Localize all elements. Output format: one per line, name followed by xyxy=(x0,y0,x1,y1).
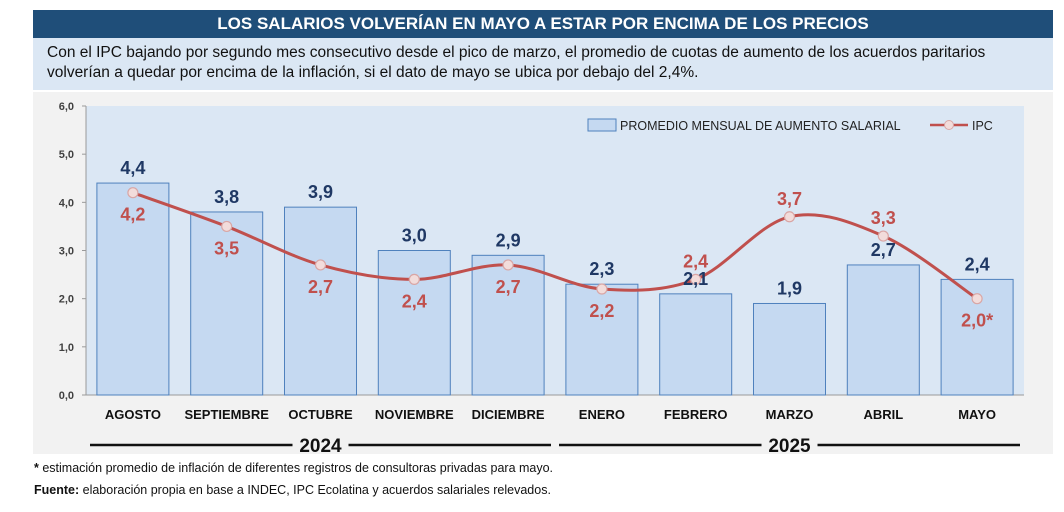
ipc-value-label: 2,7 xyxy=(308,277,333,297)
bar xyxy=(96,182,170,396)
bar xyxy=(846,264,920,396)
y-tick-label: 0,0 xyxy=(59,390,74,402)
x-category-label: FEBRERO xyxy=(664,407,728,422)
chart-subtitle: Con el IPC bajando por segundo mes conse… xyxy=(33,38,1053,90)
footnote-source-label: Fuente: xyxy=(34,483,80,497)
bar-value-label: 2,9 xyxy=(496,230,521,250)
ipc-point xyxy=(221,220,233,233)
ipc-line xyxy=(132,191,978,300)
x-category-label: MARZO xyxy=(766,407,814,422)
legend-ipc-marker xyxy=(944,120,954,130)
ipc-value-label: 2,4 xyxy=(402,291,427,311)
x-category-label: MAYO xyxy=(958,407,996,422)
bar-value-label: 1,9 xyxy=(777,278,802,298)
bar-value-label: 3,0 xyxy=(402,226,427,246)
ipc-point xyxy=(502,259,514,271)
y-tick-label: 6,0 xyxy=(59,101,74,113)
y-tick-label: 3,0 xyxy=(59,246,74,258)
ipc-point xyxy=(877,230,889,242)
legend-bar-label: PROMEDIO MENSUAL DE AUMENTO SALARIAL xyxy=(620,119,901,133)
ipc-point xyxy=(314,259,327,271)
y-tick-label: 4,0 xyxy=(59,197,74,209)
bar-value-label: 4,4 xyxy=(120,158,145,178)
x-category-label: NOVIEMBRE xyxy=(375,407,454,422)
x-category-label: ABRIL xyxy=(863,407,903,422)
year-label: 2025 xyxy=(768,436,811,457)
legend-ipc-label: IPC xyxy=(972,119,993,133)
bar xyxy=(565,283,639,396)
ipc-value-label: 4,2 xyxy=(120,205,145,225)
year-label: 2024 xyxy=(299,436,342,457)
footnote-source: Fuente: elaboración propia en base a IND… xyxy=(34,483,551,497)
ipc-point xyxy=(690,273,702,285)
footnote-estimate-text: estimación promedio de inflación de dife… xyxy=(42,461,554,475)
y-tick-label: 2,0 xyxy=(59,294,74,306)
chart-title: LOS SALARIOS VOLVERÍAN EN MAYO A ESTAR P… xyxy=(33,10,1053,38)
x-category-label: OCTUBRE xyxy=(288,407,353,422)
footnote-estimate: * estimación promedio de inflación de di… xyxy=(34,461,553,475)
ipc-point xyxy=(596,283,608,295)
bar-value-label: 3,8 xyxy=(214,187,239,207)
ipc-point xyxy=(127,187,139,199)
chart-area: 0,0 1,0 2,0 3,0 4,0 5,0 6,0 4,4 3,8 3,9 3,0 2,9 2,3 2… xyxy=(33,92,1053,457)
bar-value-label: 2,1 xyxy=(683,269,708,289)
bar xyxy=(753,302,826,396)
ipc-value-label: 2,4 xyxy=(683,251,708,271)
footnote-star: * xyxy=(34,461,43,475)
bar xyxy=(659,293,733,396)
bar-value-label: 3,9 xyxy=(308,182,333,202)
bar-value-label: 2,4 xyxy=(965,254,990,274)
y-tick-label: 1,0 xyxy=(59,342,74,354)
ipc-value-label: 3,7 xyxy=(777,189,802,209)
ipc-value-label: 3,3 xyxy=(871,208,896,228)
bar-value-label: 2,3 xyxy=(589,259,614,279)
ipc-value-label: 2,7 xyxy=(496,277,521,297)
bar-value-label: 2,7 xyxy=(871,240,896,260)
ipc-point xyxy=(408,273,420,285)
bar xyxy=(284,206,357,396)
x-category-label: DICIEMBRE xyxy=(472,407,545,422)
x-category-label: AGOSTO xyxy=(105,407,161,422)
legend-bar-swatch xyxy=(587,118,617,132)
ipc-point xyxy=(783,211,796,223)
x-category-label: SEPTIEMBRE xyxy=(184,407,269,422)
ipc-point xyxy=(971,293,983,305)
ipc-value-label: 3,5 xyxy=(214,238,239,258)
bar xyxy=(190,211,264,396)
ipc-value-label: 2,2 xyxy=(589,301,614,321)
bar xyxy=(471,254,545,396)
bar xyxy=(377,250,451,396)
footnote-source-text: elaboración propia en base a INDEC, IPC … xyxy=(79,483,551,497)
ipc-value-label: 2,0* xyxy=(961,311,993,331)
x-category-label: ENERO xyxy=(579,407,625,422)
y-tick-label: 5,0 xyxy=(59,149,74,161)
